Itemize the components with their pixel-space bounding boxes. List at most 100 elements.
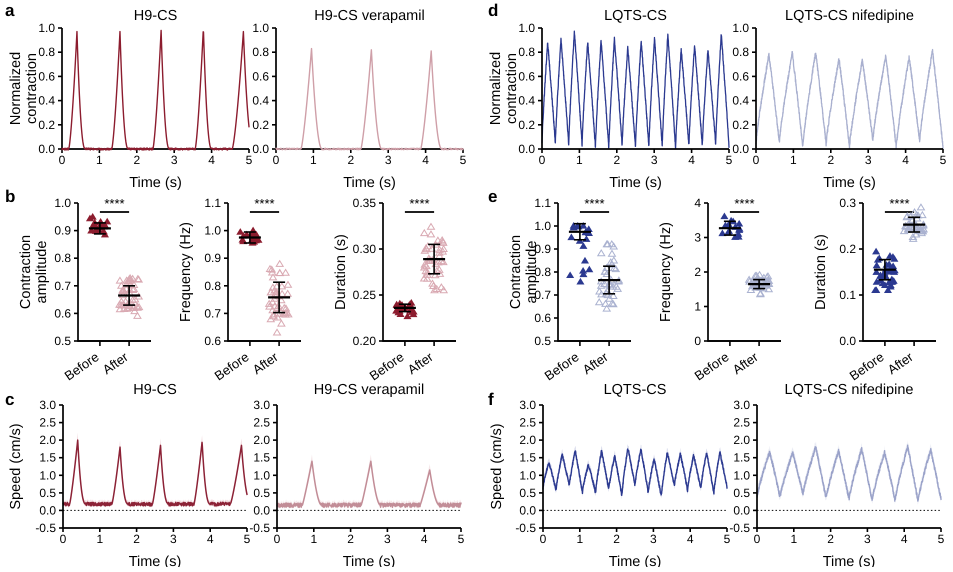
- svg-text:1.0: 1.0: [518, 21, 535, 35]
- svg-text:1: 1: [96, 532, 103, 546]
- svg-text:1: 1: [310, 153, 317, 167]
- svg-text:0: 0: [273, 153, 280, 167]
- svg-text:4: 4: [421, 532, 428, 546]
- svg-text:4: 4: [688, 153, 695, 167]
- svg-text:1.5: 1.5: [733, 451, 750, 465]
- svg-text:Time (s): Time (s): [609, 554, 662, 567]
- svg-text:amplitude: amplitude: [524, 241, 540, 304]
- svg-text:1.5: 1.5: [39, 451, 56, 465]
- svg-text:1.0: 1.0: [534, 219, 551, 233]
- svg-text:****: ****: [104, 196, 124, 211]
- svg-text:amplitude: amplitude: [34, 241, 50, 304]
- svg-text:1.0: 1.0: [204, 224, 221, 238]
- svg-text:0.4: 0.4: [252, 94, 269, 108]
- svg-text:3.0: 3.0: [519, 398, 536, 412]
- svg-text:e: e: [488, 187, 497, 206]
- svg-text:0.6: 0.6: [732, 69, 749, 83]
- svg-text:0.20: 0.20: [353, 334, 377, 348]
- svg-text:contraction: contraction: [24, 53, 40, 124]
- svg-text:2: 2: [613, 153, 620, 167]
- svg-text:3: 3: [170, 532, 177, 546]
- svg-text:0.5: 0.5: [534, 334, 551, 348]
- svg-text:****: ****: [409, 196, 429, 211]
- svg-text:0.6: 0.6: [54, 306, 71, 320]
- svg-text:-0.5: -0.5: [35, 521, 56, 535]
- svg-text:Time (s): Time (s): [823, 175, 876, 191]
- svg-text:0.0: 0.0: [519, 503, 536, 517]
- svg-text:0.9: 0.9: [54, 224, 71, 238]
- svg-text:Time (s): Time (s): [343, 554, 396, 567]
- svg-text:0: 0: [694, 334, 701, 348]
- svg-text:3.0: 3.0: [39, 398, 56, 412]
- svg-text:3: 3: [694, 231, 701, 245]
- svg-text:2: 2: [827, 532, 834, 546]
- svg-text:Duration (s): Duration (s): [813, 234, 829, 310]
- svg-text:0.8: 0.8: [518, 45, 535, 59]
- svg-text:-0.5: -0.5: [515, 521, 536, 535]
- svg-text:Frequency (Hz): Frequency (Hz): [658, 222, 674, 322]
- svg-text:H9-CS: H9-CS: [134, 8, 178, 24]
- svg-text:LQTS-CS: LQTS-CS: [604, 8, 667, 24]
- svg-text:Time (s): Time (s): [343, 175, 396, 191]
- svg-text:0.5: 0.5: [253, 486, 270, 500]
- svg-text:1.0: 1.0: [39, 468, 56, 482]
- svg-text:****: ****: [889, 196, 909, 211]
- svg-text:3: 3: [651, 153, 658, 167]
- svg-text:4: 4: [687, 532, 694, 546]
- svg-text:****: ****: [734, 196, 754, 211]
- svg-text:1.1: 1.1: [204, 196, 221, 210]
- svg-text:-0.5: -0.5: [729, 521, 750, 535]
- svg-text:****: ****: [584, 196, 604, 211]
- svg-text:0: 0: [60, 532, 67, 546]
- svg-text:0.0: 0.0: [38, 142, 55, 156]
- svg-text:2: 2: [347, 532, 354, 546]
- svg-text:LQTS-CS nifedipine: LQTS-CS nifedipine: [785, 8, 914, 24]
- svg-text:H9-CS: H9-CS: [133, 382, 177, 398]
- svg-text:Speed (cm/s): Speed (cm/s): [489, 423, 505, 509]
- svg-text:0: 0: [59, 153, 66, 167]
- svg-text:1: 1: [576, 532, 583, 546]
- svg-text:0.2: 0.2: [252, 118, 269, 132]
- svg-text:0.2: 0.2: [38, 118, 55, 132]
- svg-text:0.6: 0.6: [518, 69, 535, 83]
- svg-text:4: 4: [207, 532, 214, 546]
- svg-text:0.0: 0.0: [839, 334, 856, 348]
- svg-text:0.8: 0.8: [54, 251, 71, 265]
- svg-text:0.5: 0.5: [54, 334, 71, 348]
- svg-text:2.5: 2.5: [253, 416, 270, 430]
- svg-text:0: 0: [753, 153, 760, 167]
- svg-text:5: 5: [938, 532, 945, 546]
- svg-text:2: 2: [347, 153, 354, 167]
- svg-text:0.6: 0.6: [38, 69, 55, 83]
- svg-text:5: 5: [940, 153, 947, 167]
- svg-text:Frequency (Hz): Frequency (Hz): [178, 222, 194, 322]
- svg-text:0.5: 0.5: [39, 486, 56, 500]
- svg-text:0.30: 0.30: [353, 242, 377, 256]
- svg-text:Time (s): Time (s): [129, 554, 182, 567]
- svg-text:5: 5: [460, 153, 467, 167]
- svg-text:Duration (s): Duration (s): [333, 234, 349, 310]
- svg-text:0.2: 0.2: [732, 118, 749, 132]
- svg-text:1.0: 1.0: [733, 468, 750, 482]
- svg-text:2: 2: [133, 153, 140, 167]
- svg-text:1.0: 1.0: [38, 21, 55, 35]
- svg-text:0.8: 0.8: [732, 45, 749, 59]
- svg-text:c: c: [5, 390, 14, 409]
- svg-text:0: 0: [540, 532, 547, 546]
- svg-text:0.3: 0.3: [839, 196, 856, 210]
- svg-text:4: 4: [901, 532, 908, 546]
- svg-text:2.0: 2.0: [39, 433, 56, 447]
- svg-text:0.8: 0.8: [252, 45, 269, 59]
- svg-text:1.5: 1.5: [253, 451, 270, 465]
- svg-text:0.0: 0.0: [253, 503, 270, 517]
- svg-text:LQTS-CS: LQTS-CS: [604, 382, 667, 398]
- svg-text:5: 5: [458, 532, 465, 546]
- svg-text:0.0: 0.0: [518, 142, 535, 156]
- svg-text:1: 1: [576, 153, 583, 167]
- svg-text:0.1: 0.1: [839, 288, 856, 302]
- svg-text:1: 1: [694, 300, 701, 314]
- svg-text:0.5: 0.5: [519, 486, 536, 500]
- svg-text:4: 4: [902, 153, 909, 167]
- svg-text:0.6: 0.6: [204, 334, 221, 348]
- svg-text:0.7: 0.7: [54, 279, 71, 293]
